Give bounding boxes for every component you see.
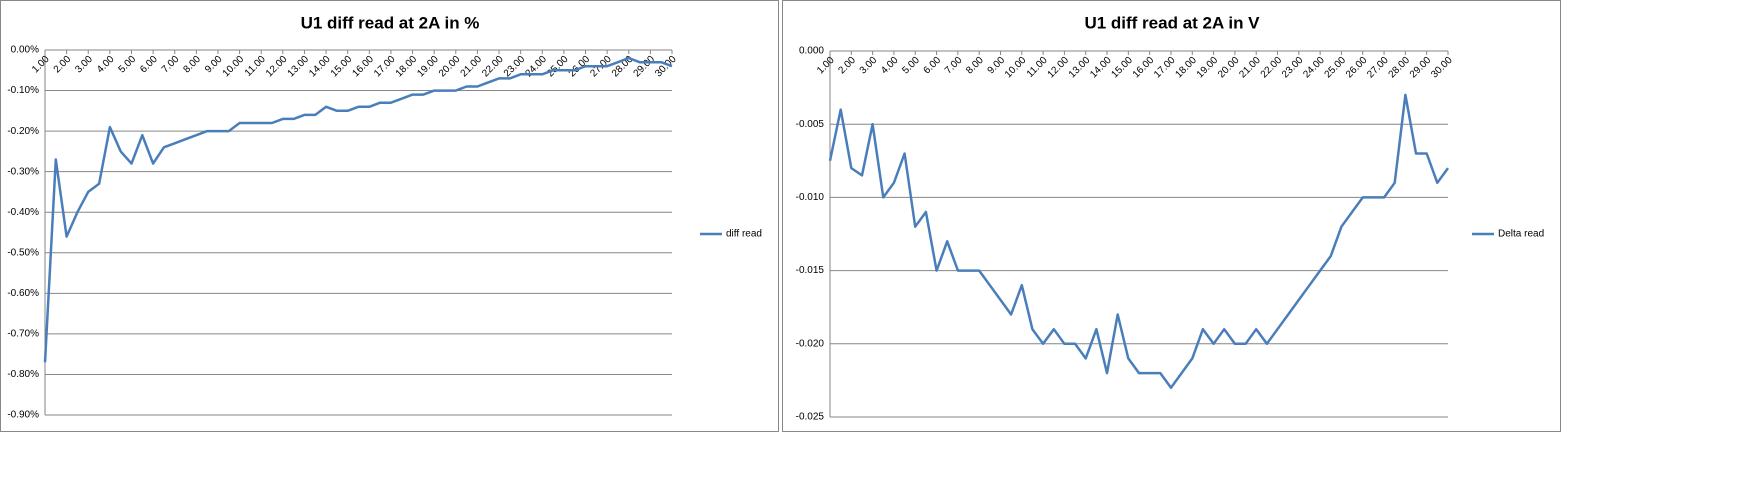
- y-tick-label: -0.20%: [7, 126, 39, 137]
- y-tick-label: -0.40%: [7, 207, 39, 218]
- y-tick-label: -0.90%: [7, 410, 39, 421]
- y-tick-label: -0.10%: [7, 85, 39, 96]
- chart-frame: [0, 0, 779, 432]
- y-tick-label: -0.70%: [7, 329, 39, 340]
- y-tick-label: -0.020: [796, 338, 825, 349]
- chart-frame: [782, 0, 1561, 432]
- y-tick-label: -0.005: [796, 119, 825, 130]
- chart-title: U1 diff read at 2A in %: [301, 13, 480, 32]
- y-tick-label: 0.00%: [11, 45, 39, 56]
- y-tick-label: -0.015: [796, 265, 825, 276]
- legend-label: diff read: [726, 229, 762, 240]
- y-tick-label: 0.000: [799, 46, 824, 57]
- y-tick-label: -0.50%: [7, 247, 39, 258]
- line: [828, 93, 1450, 389]
- line: [43, 56, 673, 363]
- legend-label: Delta read: [1498, 229, 1544, 240]
- y-tick-label: -0.60%: [7, 288, 39, 299]
- y-tick-label: -0.025: [796, 412, 825, 423]
- chart-title: U1 diff read at 2A in V: [1084, 13, 1260, 32]
- y-tick-label: -0.010: [796, 192, 825, 203]
- y-tick-label: -0.80%: [7, 369, 39, 380]
- y-tick-label: -0.30%: [7, 166, 39, 177]
